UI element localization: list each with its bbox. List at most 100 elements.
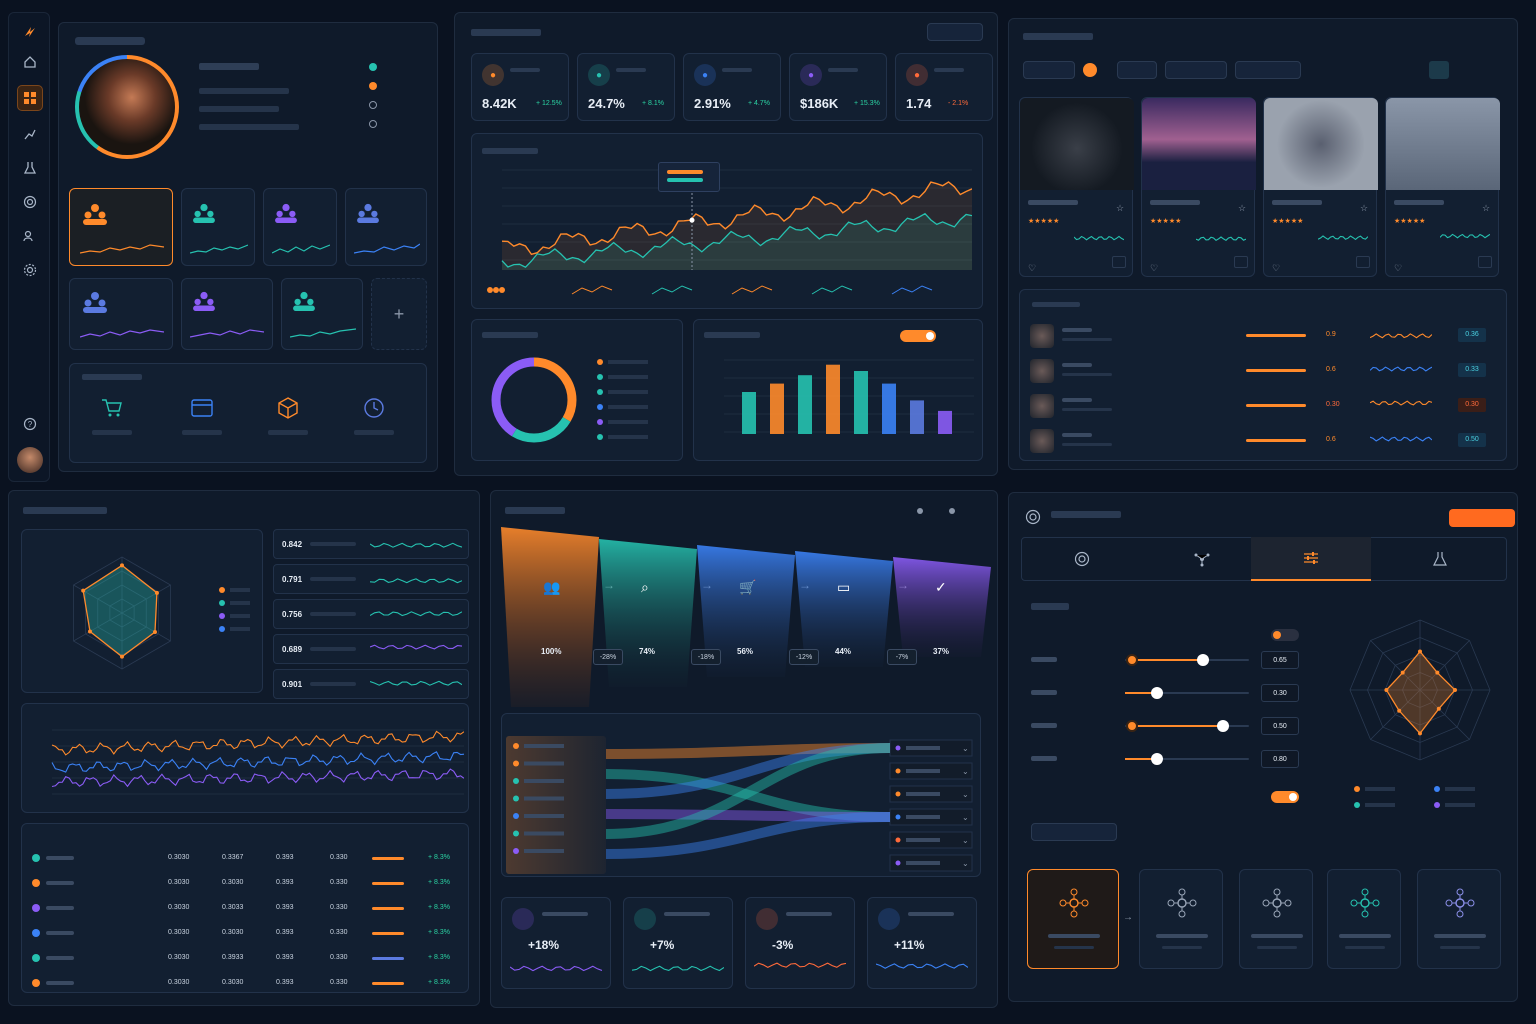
- group-card-4[interactable]: [345, 188, 427, 266]
- strategy-select[interactable]: [1031, 823, 1117, 841]
- strategy-card-network[interactable]: [1027, 869, 1119, 969]
- metric-row[interactable]: 0.689: [273, 634, 469, 664]
- toggle-1[interactable]: [1271, 629, 1299, 641]
- users-icon[interactable]: [17, 223, 43, 249]
- primary-action-button[interactable]: [1449, 509, 1515, 527]
- flask-icon[interactable]: [17, 155, 43, 181]
- add-group-button[interactable]: +: [371, 278, 427, 350]
- table-row[interactable]: 0.3030 0.3033 0.393 0.330 + 8.3%: [32, 900, 460, 918]
- product-card-mountains[interactable]: ★★★★★ ☆ ♡: [1141, 97, 1256, 277]
- list-view-button[interactable]: [1455, 61, 1475, 79]
- funnel-kpi-card[interactable]: -3%: [745, 897, 855, 989]
- like-icon[interactable]: ♡: [1272, 263, 1281, 273]
- product-card-camera[interactable]: ★★★★★ ☆ ♡: [1263, 97, 1378, 277]
- tab-target[interactable]: [1023, 539, 1141, 579]
- slider-value[interactable]: 0.50: [1261, 717, 1299, 735]
- filter-select-2[interactable]: [1117, 61, 1157, 79]
- tab-flask[interactable]: [1381, 539, 1499, 579]
- group-card-6[interactable]: [181, 278, 273, 350]
- filter-select-3[interactable]: [1165, 61, 1227, 79]
- home-icon[interactable]: [17, 49, 43, 75]
- avatar[interactable]: [17, 447, 43, 473]
- strategy-card-hub[interactable]: [1139, 869, 1223, 969]
- filter-dot[interactable]: [1083, 63, 1097, 77]
- tab-network[interactable]: [1143, 539, 1261, 579]
- cart-icon[interactable]: [100, 396, 124, 420]
- product-card-drone[interactable]: ★★★★★ ☆ ♡: [1385, 97, 1500, 277]
- grid-icon[interactable]: [17, 85, 43, 111]
- help-icon[interactable]: ?: [17, 411, 43, 437]
- table-view-button[interactable]: [1481, 61, 1501, 79]
- logo-icon[interactable]: [17, 19, 43, 45]
- group-card-1[interactable]: [69, 188, 173, 266]
- add-to-cart-button[interactable]: [1112, 256, 1126, 268]
- product-card-headphones[interactable]: ★★★★★ ☆ ♡: [1019, 97, 1134, 277]
- score-badge: 0.33: [1458, 363, 1486, 377]
- table-row[interactable]: 0.3030 0.3030 0.393 0.330 + 8.3%: [32, 975, 460, 993]
- slider-handle[interactable]: [1196, 654, 1209, 666]
- slider-handle[interactable]: [1126, 720, 1139, 732]
- product-row[interactable]: 0.9 0.36: [1030, 322, 1498, 350]
- profile-avatar[interactable]: [75, 55, 179, 159]
- slider-handle[interactable]: [1151, 753, 1163, 765]
- like-icon[interactable]: ♡: [1394, 263, 1403, 273]
- strategy-card-ring[interactable]: [1417, 869, 1501, 969]
- add-to-cart-button[interactable]: [1478, 256, 1492, 268]
- gear-icon[interactable]: [17, 257, 43, 283]
- product-row[interactable]: 0.6 0.33: [1030, 357, 1498, 385]
- like-icon[interactable]: ♡: [1028, 263, 1037, 273]
- slider-value[interactable]: 0.65: [1261, 651, 1299, 669]
- chart-icon[interactable]: [17, 121, 43, 147]
- target-icon[interactable]: [17, 189, 43, 215]
- table-row[interactable]: 0.3030 0.3367 0.393 0.330 + 8.3%: [32, 850, 460, 868]
- box-icon[interactable]: [276, 396, 300, 420]
- strategy-icon: [1167, 888, 1197, 918]
- add-to-cart-button[interactable]: [1234, 256, 1248, 268]
- table-row[interactable]: 0.3030 0.3030 0.393 0.330 + 8.3%: [32, 875, 460, 893]
- strategy-card-target[interactable]: [1239, 869, 1313, 969]
- group-card-7[interactable]: [281, 278, 363, 350]
- metric-row[interactable]: 0.842: [273, 529, 469, 559]
- table-cell: 0.330: [330, 879, 348, 886]
- group-card-3[interactable]: [263, 188, 337, 266]
- slider-handle[interactable]: [1151, 687, 1163, 699]
- group-card-2[interactable]: [181, 188, 255, 266]
- kpi-card[interactable]: ● $186K + 15.3%: [789, 53, 887, 121]
- kpi-card[interactable]: ● 1.74 - 2.1%: [895, 53, 993, 121]
- kpi-card[interactable]: ● 8.42K + 12.5%: [471, 53, 569, 121]
- clock-icon[interactable]: [362, 396, 386, 420]
- filter-select-1[interactable]: [1023, 61, 1075, 79]
- filter-select-4[interactable]: [1235, 61, 1301, 79]
- card-icon[interactable]: [190, 396, 214, 420]
- kpi-card[interactable]: ● 24.7% + 8.1%: [577, 53, 675, 121]
- grid-view-button[interactable]: [1429, 61, 1449, 79]
- metric-row[interactable]: 0.791: [273, 564, 469, 594]
- metric-row[interactable]: 0.901: [273, 669, 469, 699]
- funnel-kpi-card[interactable]: +18%: [501, 897, 611, 989]
- favorite-icon[interactable]: ☆: [1238, 203, 1247, 213]
- slider-value[interactable]: 0.80: [1261, 750, 1299, 768]
- distribution-toggle[interactable]: [900, 330, 936, 342]
- group-card-5[interactable]: [69, 278, 173, 350]
- strategy-card-cluster[interactable]: [1327, 869, 1401, 969]
- slider-handle[interactable]: [1216, 720, 1229, 732]
- slider-handle[interactable]: [1126, 654, 1139, 666]
- favorite-icon[interactable]: ☆: [1360, 203, 1369, 213]
- favorite-icon[interactable]: ☆: [1116, 203, 1125, 213]
- table-row[interactable]: 0.3030 0.3030 0.393 0.330 + 8.3%: [32, 925, 460, 943]
- kpi-card[interactable]: ● 2.91% + 4.7%: [683, 53, 781, 121]
- like-icon[interactable]: ♡: [1150, 263, 1159, 273]
- status-dot: [32, 979, 40, 987]
- metric-row[interactable]: 0.756: [273, 599, 469, 629]
- product-row[interactable]: 0.30 0.30: [1030, 392, 1498, 420]
- range-select[interactable]: [927, 23, 983, 41]
- add-to-cart-button[interactable]: [1356, 256, 1370, 268]
- favorite-icon[interactable]: ☆: [1482, 203, 1491, 213]
- funnel-kpi-card[interactable]: +7%: [623, 897, 733, 989]
- product-row[interactable]: 0.6 0.50: [1030, 427, 1498, 455]
- table-row[interactable]: 0.3030 0.3933 0.393 0.330 + 8.3%: [32, 950, 460, 968]
- slider-value[interactable]: 0.30: [1261, 684, 1299, 702]
- toggle-2[interactable]: [1271, 791, 1299, 803]
- funnel-kpi-card[interactable]: +11%: [867, 897, 977, 989]
- tab-sliders[interactable]: [1251, 537, 1371, 581]
